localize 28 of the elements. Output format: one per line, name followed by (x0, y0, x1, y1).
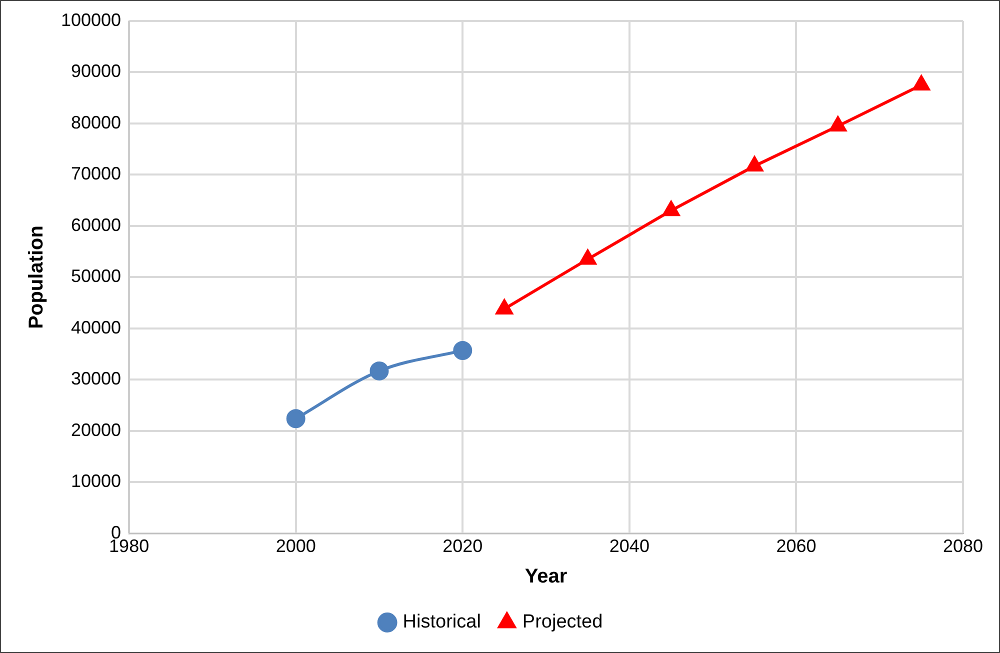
point (662, 201, 680, 216)
legend-label: Historical (402, 612, 481, 633)
point (746, 156, 763, 172)
point (829, 116, 846, 132)
y-tick-label: 70000 (71, 164, 122, 184)
point (496, 299, 513, 314)
point (286, 409, 306, 428)
legend-label: Projected (522, 612, 603, 633)
x-axis-title: Year (524, 566, 568, 588)
y-tick-label: 80000 (71, 112, 122, 132)
y-tick-label: 100000 (60, 10, 122, 30)
point (370, 361, 389, 380)
y-tick-label: 60000 (71, 214, 122, 235)
y-tick-label: 10000 (71, 471, 122, 492)
point (453, 340, 472, 360)
x-tick-label: 2060 (776, 536, 816, 556)
x-tick-label: 2020 (442, 536, 483, 556)
point (579, 250, 596, 265)
y-axis-title: Population (26, 226, 48, 329)
y-tick-label: 40000 (71, 317, 122, 338)
y-tick-label: 20000 (71, 420, 122, 440)
x-tick-label: 2080 (942, 536, 984, 556)
point (912, 76, 930, 91)
x-tick-label: 2000 (276, 536, 316, 556)
y-tick-label: 90000 (71, 61, 122, 82)
y-tick-label: 50000 (71, 266, 122, 286)
x-tick-label: 2040 (609, 536, 650, 556)
y-tick-label: 30000 (71, 368, 122, 389)
